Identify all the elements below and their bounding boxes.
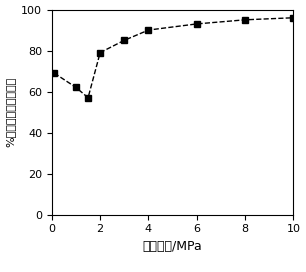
Y-axis label: %二正丁氧基甜化用率: %二正丁氧基甜化用率	[6, 77, 16, 147]
X-axis label: 反应压力/MPa: 反应压力/MPa	[143, 240, 203, 253]
